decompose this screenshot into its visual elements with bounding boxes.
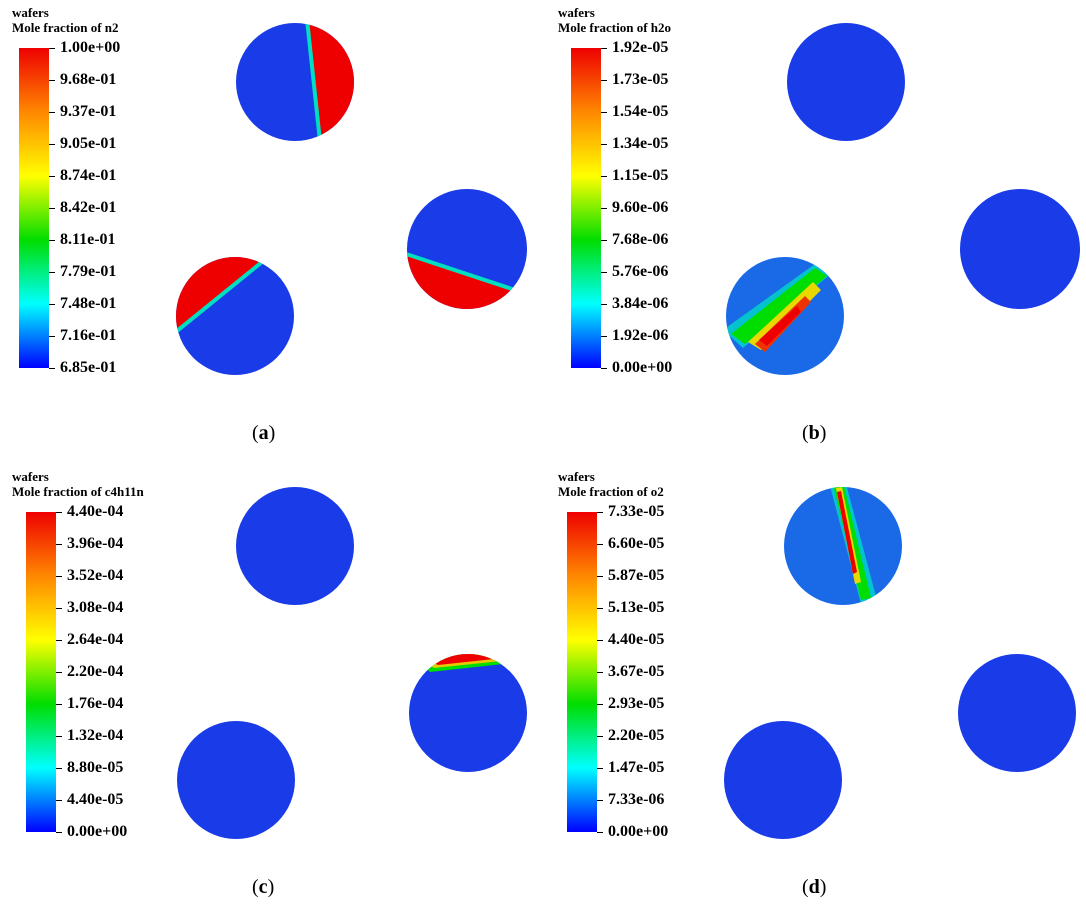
tick-label: 9.68e-01 <box>60 71 117 88</box>
wafer-top <box>236 23 354 141</box>
panel-title-line2: Mole fraction of o2 <box>558 484 664 499</box>
wafer-right <box>407 189 527 309</box>
tick-label: 5.76e-06 <box>612 263 669 280</box>
wafer-right <box>409 654 527 772</box>
tick-label: 0.00e+00 <box>608 823 669 840</box>
colorbar-ticks: 7.33e-05 6.60e-05 5.87e-05 5.13e-05 4.40… <box>597 503 717 840</box>
tick-label: 5.13e-05 <box>608 599 665 616</box>
tick-label: 1.92e-06 <box>612 327 669 344</box>
tick-label: 1.32e-04 <box>67 727 124 744</box>
tick-label: 6.60e-05 <box>608 535 665 552</box>
tick-label: 7.16e-01 <box>60 327 117 344</box>
panel-title-line2: Mole fraction of h2o <box>558 20 672 35</box>
wafer-bottom-left <box>724 721 842 839</box>
tick-label: 0.00e+00 <box>612 359 673 376</box>
wafer-contours <box>724 487 1076 839</box>
tick-label: 4.40e-05 <box>608 631 665 648</box>
tick-label: 8.74e-01 <box>60 167 117 184</box>
tick-label: 7.33e-06 <box>608 791 665 808</box>
panel-caption: (b) <box>802 422 827 444</box>
colorbar-ticks: 1.92e-05 1.73e-05 1.54e-05 1.34e-05 1.15… <box>601 39 721 376</box>
tick-label: 2.93e-05 <box>608 695 665 712</box>
tick-label: 3.08e-04 <box>67 599 124 616</box>
tick-label: 3.96e-04 <box>67 535 124 552</box>
tick-label: 7.48e-01 <box>60 295 117 312</box>
tick-label: 4.40e-05 <box>67 791 124 808</box>
tick-label: 4.40e-04 <box>67 503 124 520</box>
colorbar <box>571 48 601 368</box>
tick-label: 3.84e-06 <box>612 295 669 312</box>
tick-label: 9.60e-06 <box>612 199 669 216</box>
tick-label: 1.47e-05 <box>608 759 665 776</box>
tick-label: 7.79e-01 <box>60 263 117 280</box>
colorbar <box>19 48 49 368</box>
panel-title-line1: wafers <box>558 469 595 484</box>
tick-label: 2.20e-04 <box>67 663 124 680</box>
tick-label: 1.73e-05 <box>612 71 669 88</box>
colorbar-ticks: 1.00e+00 9.68e-01 9.37e-01 9.05e-01 8.74… <box>49 39 169 376</box>
colorbar <box>26 512 56 832</box>
wafer-top <box>784 487 902 605</box>
panel-title-line2: Mole fraction of c4h11n <box>12 484 144 499</box>
tick-label: 1.00e+00 <box>60 39 121 56</box>
tick-label: 1.76e-04 <box>67 695 124 712</box>
panel-caption: (c) <box>252 876 275 898</box>
tick-label: 9.37e-01 <box>60 103 117 120</box>
tick-label: 2.20e-05 <box>608 727 665 744</box>
tick-label: 3.52e-04 <box>67 567 124 584</box>
tick-label: 1.54e-05 <box>612 103 669 120</box>
panel-b: wafers Mole fraction of h2o 1.92e-05 1.7… <box>543 0 1086 454</box>
panel-title-line1: wafers <box>558 5 595 20</box>
tick-label: 8.42e-01 <box>60 199 117 216</box>
tick-label: 9.05e-01 <box>60 135 117 152</box>
panel-d: wafers Mole fraction of o2 7.33e-05 6.60… <box>543 454 1086 908</box>
wafer-right <box>960 189 1080 309</box>
panel-title-line1: wafers <box>12 5 49 20</box>
wafer-bottom-left <box>726 257 844 375</box>
tick-label: 7.68e-06 <box>612 231 669 248</box>
tick-label: 0.00e+00 <box>67 823 128 840</box>
tick-label: 1.15e-05 <box>612 167 669 184</box>
wafer-bottom-left <box>176 257 294 375</box>
wafer-right <box>958 654 1076 772</box>
colorbar-ticks: 4.40e-04 3.96e-04 3.52e-04 3.08e-04 2.64… <box>56 503 176 840</box>
panel-title-line1: wafers <box>12 469 49 484</box>
colorbar <box>567 512 597 832</box>
panel-c: wafers Mole fraction of c4h11n 4.40e-04 … <box>0 454 543 908</box>
tick-label: 2.64e-04 <box>67 631 124 648</box>
wafer-top <box>236 487 354 605</box>
panel-title-line2: Mole fraction of n2 <box>12 20 119 35</box>
panel-caption: (d) <box>802 876 827 898</box>
wafer-top <box>787 23 905 141</box>
wafer-contours <box>176 23 527 375</box>
wafer-contours <box>177 487 527 839</box>
tick-label: 1.92e-05 <box>612 39 669 56</box>
tick-label: 8.11e-01 <box>60 231 116 248</box>
tick-label: 5.87e-05 <box>608 567 665 584</box>
wafer-bottom-left <box>177 721 295 839</box>
tick-label: 7.33e-05 <box>608 503 665 520</box>
tick-label: 8.80e-05 <box>67 759 124 776</box>
panel-a: wafers Mole fraction of n2 1.00e+00 9.68… <box>0 0 543 454</box>
tick-label: 3.67e-05 <box>608 663 665 680</box>
wafer-contours <box>726 23 1080 375</box>
tick-label: 6.85e-01 <box>60 359 117 376</box>
panel-caption: (a) <box>252 422 276 444</box>
tick-label: 1.34e-05 <box>612 135 669 152</box>
